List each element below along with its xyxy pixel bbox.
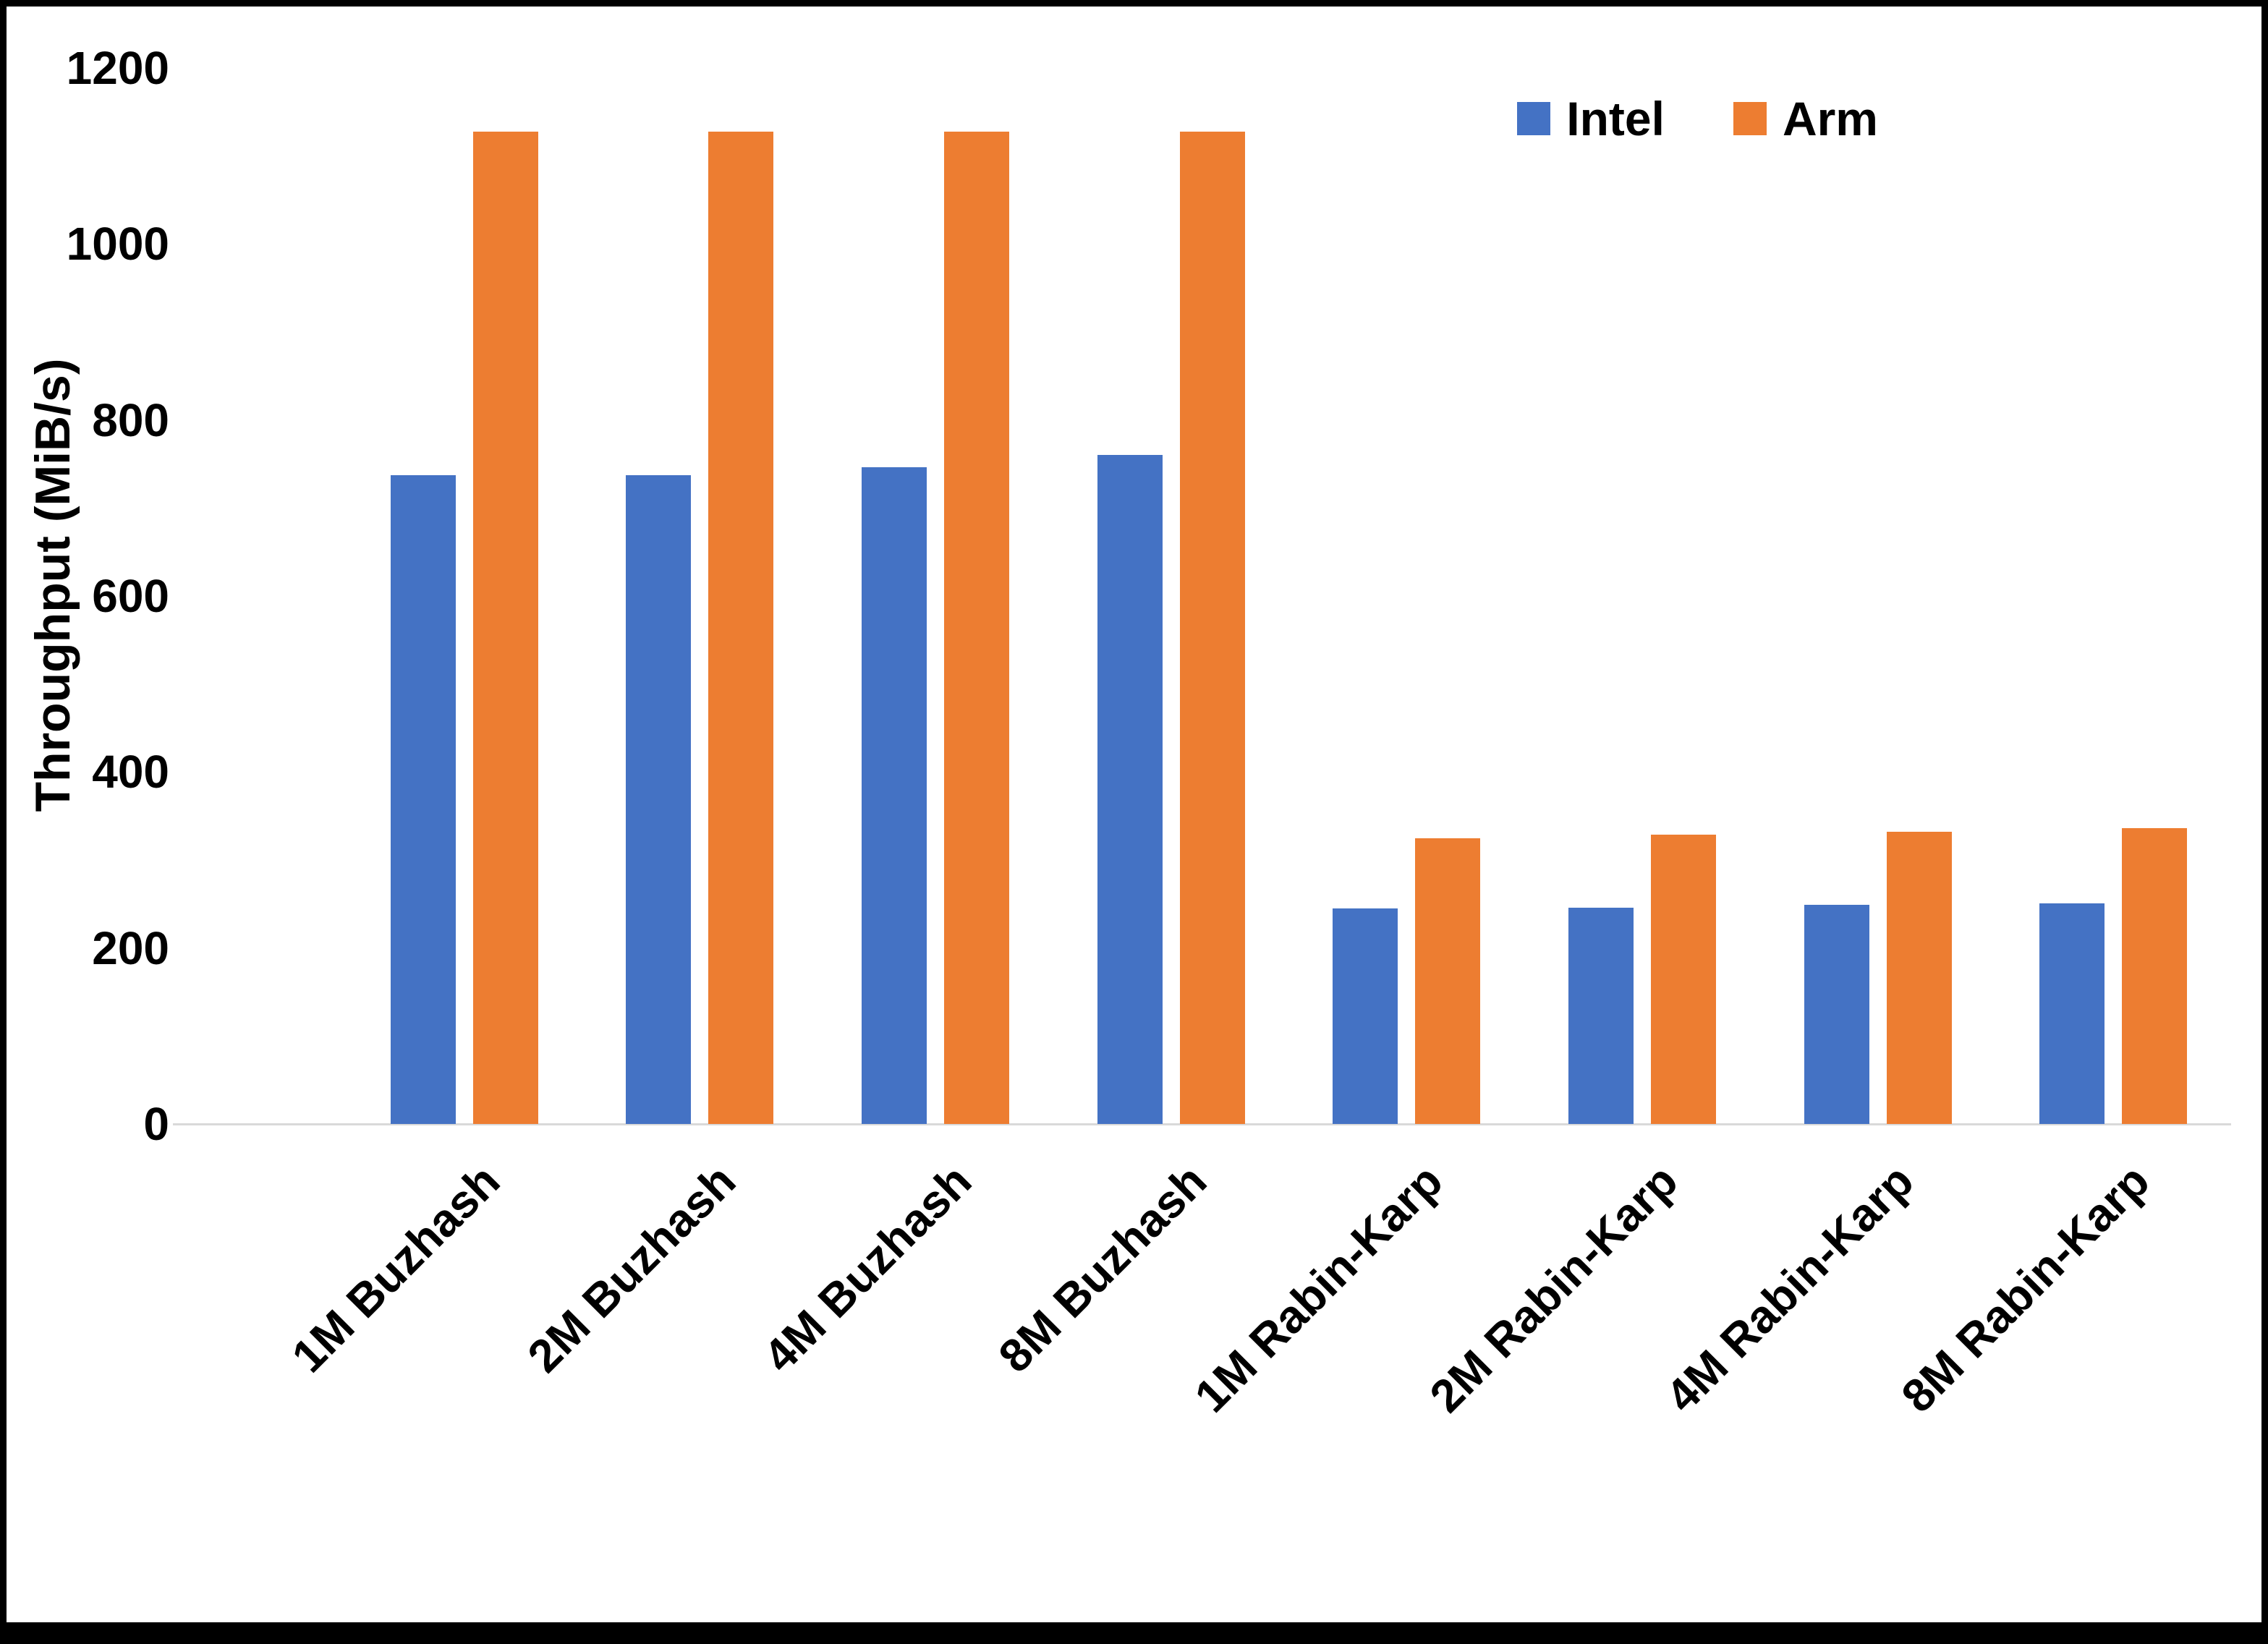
bar-intel-1m-rabin-karp	[1333, 908, 1398, 1124]
x-axis-label: 8M Buzhash	[988, 1154, 1217, 1383]
bar-arm-8m-buzhash	[1179, 131, 1245, 1124]
y-tick-label: 200	[92, 921, 169, 974]
bar-intel-2m-rabin-karp	[1568, 907, 1634, 1124]
x-axis-label: 1M Rabin-Karp	[1184, 1154, 1453, 1423]
y-tick-label: 0	[143, 1098, 169, 1150]
y-tick-label: 1000	[66, 218, 169, 271]
bar-arm-2m-rabin-karp	[1650, 834, 1716, 1124]
legend-series-name: Arm	[1782, 92, 1878, 145]
bar-arm-1m-buzhash	[472, 131, 538, 1124]
bar-arm-8m-rabin-karp	[2122, 828, 2188, 1124]
bar-arm-4m-rabin-karp	[1886, 832, 1952, 1124]
bar-intel-8m-buzhash	[1097, 455, 1163, 1124]
legend-series-name: Intel	[1566, 92, 1665, 145]
legend-item-arm: Arm	[1733, 95, 1878, 142]
bar-intel-1m-buzhash	[390, 475, 456, 1124]
y-tick-label: 600	[92, 570, 169, 622]
x-axis-label: 1M Buzhash	[281, 1154, 510, 1383]
bar-arm-4m-buzhash	[944, 131, 1010, 1124]
legend-swatch-arm	[1733, 102, 1767, 135]
y-tick-label: 1200	[66, 42, 169, 94]
y-tick-label: 800	[92, 393, 169, 446]
y-axis-title: Throughput (MiB/s)	[25, 358, 80, 812]
legend: Intel Arm	[1517, 95, 1878, 142]
x-axis-label: 2M Rabin-Karp	[1419, 1154, 1689, 1423]
x-axis-label: 4M Buzhash	[753, 1154, 982, 1383]
bar-intel-4m-buzhash	[862, 467, 927, 1124]
legend-swatch-intel	[1517, 102, 1551, 135]
bar-intel-4m-rabin-karp	[1804, 905, 1869, 1124]
x-axis-line	[173, 1123, 2231, 1125]
x-axis-label: 4M Rabin-Karp	[1655, 1154, 1924, 1423]
bar-intel-8m-rabin-karp	[2039, 903, 2105, 1124]
x-axis-label: 8M Rabin-Karp	[1891, 1154, 2159, 1423]
y-tick-label: 400	[92, 746, 169, 798]
bar-arm-2m-buzhash	[708, 131, 774, 1124]
legend-item-intel: Intel	[1517, 95, 1665, 142]
bar-arm-1m-rabin-karp	[1415, 838, 1481, 1124]
x-axis-label: 2M Buzhash	[517, 1154, 746, 1383]
bar-intel-2m-buzhash	[626, 475, 692, 1124]
plot-area: 0 200 400 600 800 1000 1200 1M Buzhash 2M Buzhas…	[67, 45, 2231, 1422]
